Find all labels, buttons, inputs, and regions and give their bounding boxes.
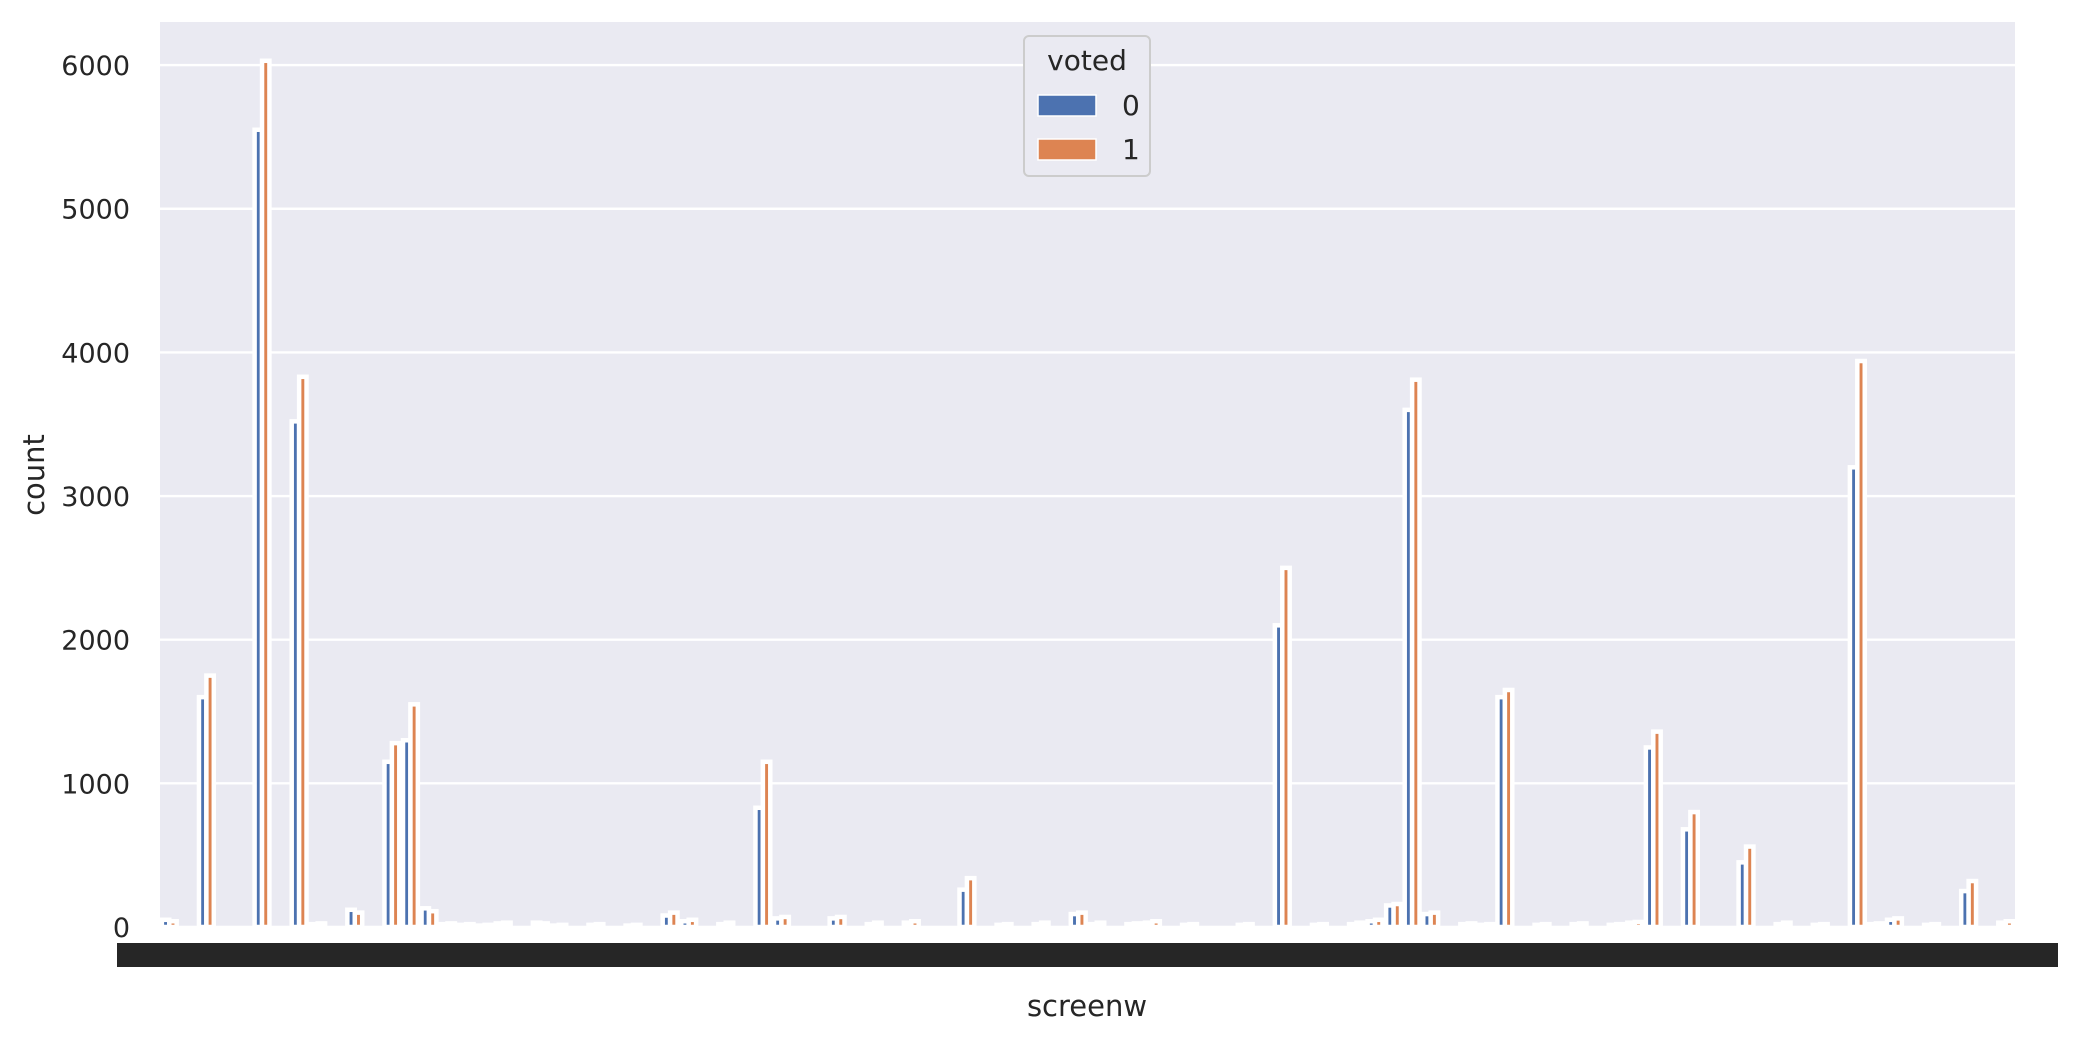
bar-series-1	[1428, 910, 1441, 930]
y-tick-label: 1000	[61, 769, 130, 800]
y-tick-label: 6000	[61, 51, 130, 82]
legend: voted 0 1	[1023, 35, 1151, 177]
bar-series-1	[1484, 921, 1496, 930]
x-tick-labels	[117, 943, 2058, 967]
y-tick-label: 3000	[61, 482, 130, 513]
bar-series-1	[667, 910, 680, 930]
bar-series-1	[408, 702, 421, 930]
bar-series-1	[1855, 358, 1867, 930]
bar-series-1	[1150, 919, 1163, 930]
y-tick-labels: 0 1000 2000 3000 4000 5000 6000	[61, 51, 130, 944]
legend-swatch-0	[1037, 94, 1097, 117]
bar-series-1	[352, 910, 365, 930]
bars	[159, 58, 2016, 930]
bar-series-1	[538, 921, 550, 930]
bar-series-1	[1929, 921, 1942, 930]
bar-series-1	[204, 673, 217, 930]
bar-series-1	[1502, 687, 1515, 930]
bar-series-1	[1651, 729, 1663, 930]
bar-series-1	[1187, 921, 1200, 930]
bar-series-1	[593, 921, 606, 930]
legend-label-0: 0	[1122, 89, 1140, 122]
bar-series-1	[426, 908, 439, 930]
bar-series-1	[1001, 921, 1014, 930]
bar-series-1	[1966, 878, 1979, 930]
bar-series-1	[556, 922, 569, 930]
bar-series-1	[463, 921, 476, 930]
legend-label-1: 1	[1122, 133, 1140, 166]
bar-series-1	[1688, 809, 1701, 930]
legend-title: voted	[1047, 44, 1127, 77]
bar-series-1	[1317, 921, 1330, 930]
bar-series-1	[389, 740, 402, 930]
bar-series-1	[1372, 917, 1385, 930]
x-axis-label: screenw	[1027, 989, 1147, 1023]
bar-series-1	[1094, 920, 1107, 930]
bar-series-1	[909, 919, 921, 930]
y-tick-label: 5000	[61, 195, 130, 226]
bar-series-1	[779, 914, 792, 930]
bar-series-1	[834, 914, 847, 930]
bar-series-1	[1576, 921, 1589, 930]
bar-series-1	[1873, 921, 1886, 930]
y-axis-label: count	[17, 434, 51, 516]
bar-series-1	[1280, 565, 1292, 930]
bar-series-1	[1075, 910, 1088, 930]
bar-series-1	[1242, 921, 1255, 930]
bar-series-1	[760, 759, 773, 930]
bar-series-1	[1892, 916, 1905, 930]
y-tick-label: 2000	[61, 626, 130, 657]
bar-series-1	[1780, 920, 1793, 930]
x-tick-label	[2032, 943, 2058, 967]
bar-series-1	[1465, 921, 1478, 930]
bar-series-1	[315, 921, 328, 930]
bar-series-1	[686, 917, 699, 930]
bar-series-1	[482, 922, 495, 930]
bar-series-1	[1038, 920, 1051, 930]
legend-swatch-1	[1037, 138, 1097, 161]
bar-series-1	[445, 921, 458, 930]
bar-series-1	[500, 920, 513, 930]
bar-series-1	[1613, 921, 1626, 930]
bar-series-1	[259, 58, 272, 930]
bar-series-1	[1354, 920, 1367, 930]
y-tick-label: 4000	[61, 338, 130, 369]
bar-series-1	[1131, 921, 1144, 930]
bar-series-1	[1391, 901, 1404, 930]
bar-series-1	[1817, 921, 1830, 930]
bar-series-1	[1743, 844, 1756, 930]
bar-series-1	[630, 922, 643, 930]
bar-series-1	[964, 875, 977, 930]
bar-series-1	[723, 920, 736, 930]
y-tick-label: 0	[113, 913, 130, 944]
bar-series-1	[296, 374, 309, 930]
bar-series-1	[1409, 377, 1422, 930]
bar-series-1	[1632, 919, 1645, 930]
bar-series-1	[871, 920, 884, 930]
bar-series-1	[2003, 919, 2016, 930]
bar-series-1	[1539, 921, 1552, 930]
bar-series-1	[167, 919, 179, 930]
